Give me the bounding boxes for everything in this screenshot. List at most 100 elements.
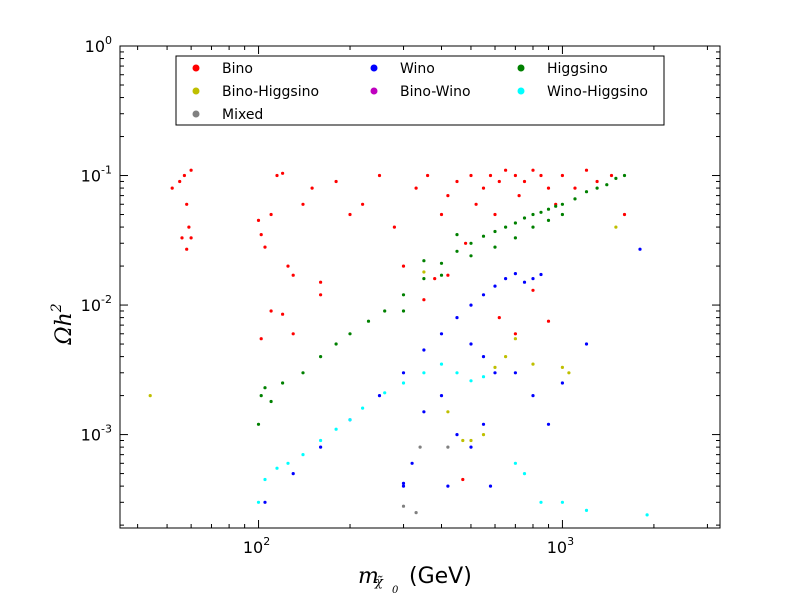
data-point	[455, 233, 459, 237]
data-point	[531, 212, 535, 217]
data-point	[401, 484, 406, 488]
legend-marker	[517, 64, 525, 72]
series-bino-higgsino	[148, 225, 618, 443]
data-point	[622, 173, 627, 178]
data-point	[539, 173, 543, 178]
data-point	[513, 221, 518, 225]
data-point	[584, 508, 589, 512]
data-point	[189, 236, 193, 240]
data-point	[455, 371, 459, 375]
data-point	[517, 194, 521, 198]
data-point	[401, 381, 406, 385]
data-point	[414, 510, 418, 515]
data-point	[401, 504, 406, 508]
data-point	[185, 202, 189, 206]
data-point	[513, 332, 518, 336]
data-point	[493, 245, 497, 249]
data-point	[383, 391, 387, 395]
data-point	[455, 316, 459, 320]
data-point	[334, 179, 338, 184]
data-point	[554, 204, 558, 208]
series-mixed	[401, 445, 450, 515]
data-point	[546, 218, 551, 222]
data-point	[439, 273, 444, 277]
data-point	[481, 234, 486, 238]
data-point	[455, 179, 459, 184]
data-point	[410, 461, 414, 465]
series-bino	[170, 168, 627, 482]
data-point	[469, 438, 473, 443]
data-point	[513, 173, 518, 178]
data-point	[422, 277, 426, 281]
legend-marker	[370, 87, 378, 95]
series-wino-higgsino	[256, 362, 649, 517]
data-point	[286, 264, 290, 268]
data-point	[446, 484, 450, 488]
data-point	[584, 342, 589, 346]
legend-marker	[192, 87, 200, 95]
data-point	[609, 173, 614, 178]
data-point	[291, 472, 295, 476]
data-point	[319, 438, 323, 443]
x-axis-label: m χ̃ 0 (GeV)	[358, 564, 472, 597]
data-point	[546, 207, 551, 211]
data-point	[439, 332, 444, 336]
data-point	[469, 379, 473, 383]
data-point	[481, 186, 486, 190]
data-point	[383, 309, 387, 313]
data-point	[504, 277, 508, 281]
data-point	[439, 212, 444, 217]
data-point	[560, 212, 565, 217]
data-point	[348, 418, 352, 422]
data-point	[422, 259, 426, 263]
data-point	[259, 233, 263, 237]
data-point	[481, 375, 486, 379]
data-point	[595, 186, 599, 190]
data-point	[493, 284, 497, 288]
data-point	[263, 386, 267, 390]
data-point	[281, 171, 285, 175]
data-point	[275, 173, 279, 178]
data-point	[422, 270, 426, 274]
series-higgsino	[256, 173, 627, 426]
legend-item-bino-higgsino: Bino-Higgsino	[192, 84, 319, 100]
data-point	[401, 371, 406, 375]
data-point	[439, 394, 444, 398]
data-point	[531, 277, 535, 281]
data-point	[269, 212, 273, 217]
data-point	[334, 342, 338, 346]
legend-marker	[192, 110, 200, 118]
data-point	[439, 261, 444, 265]
data-point	[180, 236, 184, 240]
axis-ticks: 102 103 10-3 10-2 10-1 100	[81, 34, 720, 557]
data-point	[301, 202, 305, 206]
data-point	[469, 342, 473, 346]
legend-label: Bino-Higgsino	[222, 84, 319, 100]
data-point	[281, 381, 285, 385]
data-point	[439, 362, 444, 366]
data-point	[401, 264, 406, 268]
data-points	[148, 168, 649, 517]
series-wino	[263, 247, 642, 504]
data-point	[455, 433, 459, 437]
data-point	[148, 394, 152, 398]
data-point	[531, 168, 535, 172]
data-point	[469, 241, 473, 245]
data-point	[573, 197, 577, 201]
data-point	[531, 225, 535, 229]
data-point	[291, 332, 295, 336]
data-point	[584, 190, 589, 194]
data-point	[513, 236, 518, 240]
data-point	[645, 513, 649, 517]
data-point	[319, 445, 323, 449]
data-point	[256, 500, 261, 504]
legend-label: Wino	[400, 61, 435, 77]
data-point	[488, 484, 493, 488]
svg-text:Ωh2: Ωh2	[49, 303, 77, 345]
data-point	[567, 371, 571, 375]
legend-item-wino-higgsino: Wino-Higgsino	[517, 84, 648, 100]
data-point	[481, 293, 486, 297]
y-axis-label: Ωh2	[49, 303, 77, 345]
data-point	[422, 348, 426, 352]
data-point	[560, 365, 565, 369]
